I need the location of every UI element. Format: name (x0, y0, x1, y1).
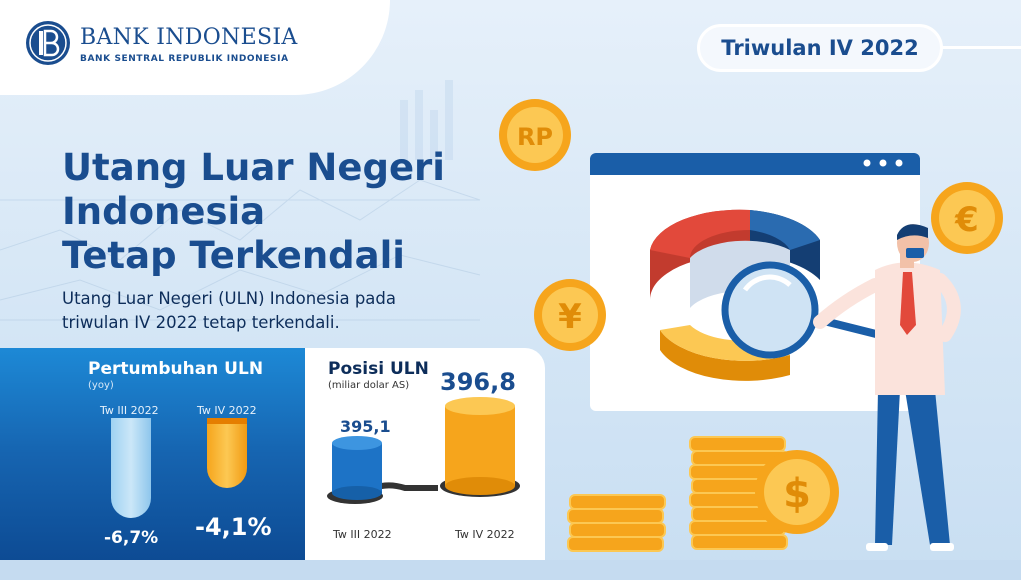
position-value-tw3: 395,1 (340, 417, 391, 436)
bottom-strip (0, 560, 1021, 580)
period-line (935, 46, 1021, 49)
position-title: Posisi ULN (328, 359, 429, 379)
svg-text:$: $ (783, 471, 811, 517)
growth-panel (0, 348, 305, 560)
position-value-tw4: 396,8 (440, 368, 516, 396)
position-cylinders (327, 397, 520, 504)
growth-label-tw3: Tw III 2022 (100, 404, 159, 417)
subtext-line-2: triwulan IV 2022 tetap terkendali. (62, 313, 340, 332)
businessman-illustration (813, 224, 961, 551)
growth-subtitle: (yoy) (88, 380, 114, 391)
svg-text:€: € (954, 200, 979, 240)
coin-euro-illustration: € (931, 182, 1003, 254)
headline-line-2: Indonesia (62, 190, 266, 233)
coin-rp-illustration: RP (499, 99, 571, 171)
coin-dollar-illustration: $ (755, 450, 839, 534)
subtext: Utang Luar Negeri (ULN) Indonesia pada t… (62, 287, 396, 335)
growth-value-tw3: -6,7% (104, 528, 159, 548)
illustration: RP € ¥ $ (499, 99, 1003, 552)
subtext-line-1: Utang Luar Negeri (ULN) Indonesia pada (62, 289, 397, 308)
growth-label-tw4: Tw IV 2022 (197, 404, 257, 417)
position-label-tw4: Tw IV 2022 (455, 528, 515, 541)
growth-tube-tw3 (111, 418, 151, 518)
headline-line-3: Tetap Terkendali (62, 234, 405, 277)
growth-tube-tw4 (207, 418, 247, 488)
position-subtitle: (miliar dolar AS) (328, 380, 410, 391)
headline-line-1: Utang Luar Negeri (62, 146, 445, 189)
headline: Utang Luar Negeri Indonesia Tetap Terken… (62, 146, 445, 278)
period-badge: Triwulan IV 2022 (697, 24, 943, 72)
position-label-tw3: Tw III 2022 (333, 528, 392, 541)
growth-title: Pertumbuhan ULN (88, 359, 264, 379)
growth-tube-tw4-cap (207, 418, 247, 424)
bank-indonesia-logo-icon (26, 21, 70, 65)
logo-name: BANK INDONESIA (80, 25, 298, 50)
logo-subtitle: BANK SENTRAL REPUBLIK INDONESIA (80, 54, 289, 64)
coin-yen-illustration: ¥ (534, 279, 606, 351)
svg-text:RP: RP (517, 123, 553, 151)
coin-stack-left-illustration (567, 494, 666, 552)
growth-value-tw4: -4,1% (195, 513, 272, 541)
svg-text:¥: ¥ (558, 297, 582, 337)
